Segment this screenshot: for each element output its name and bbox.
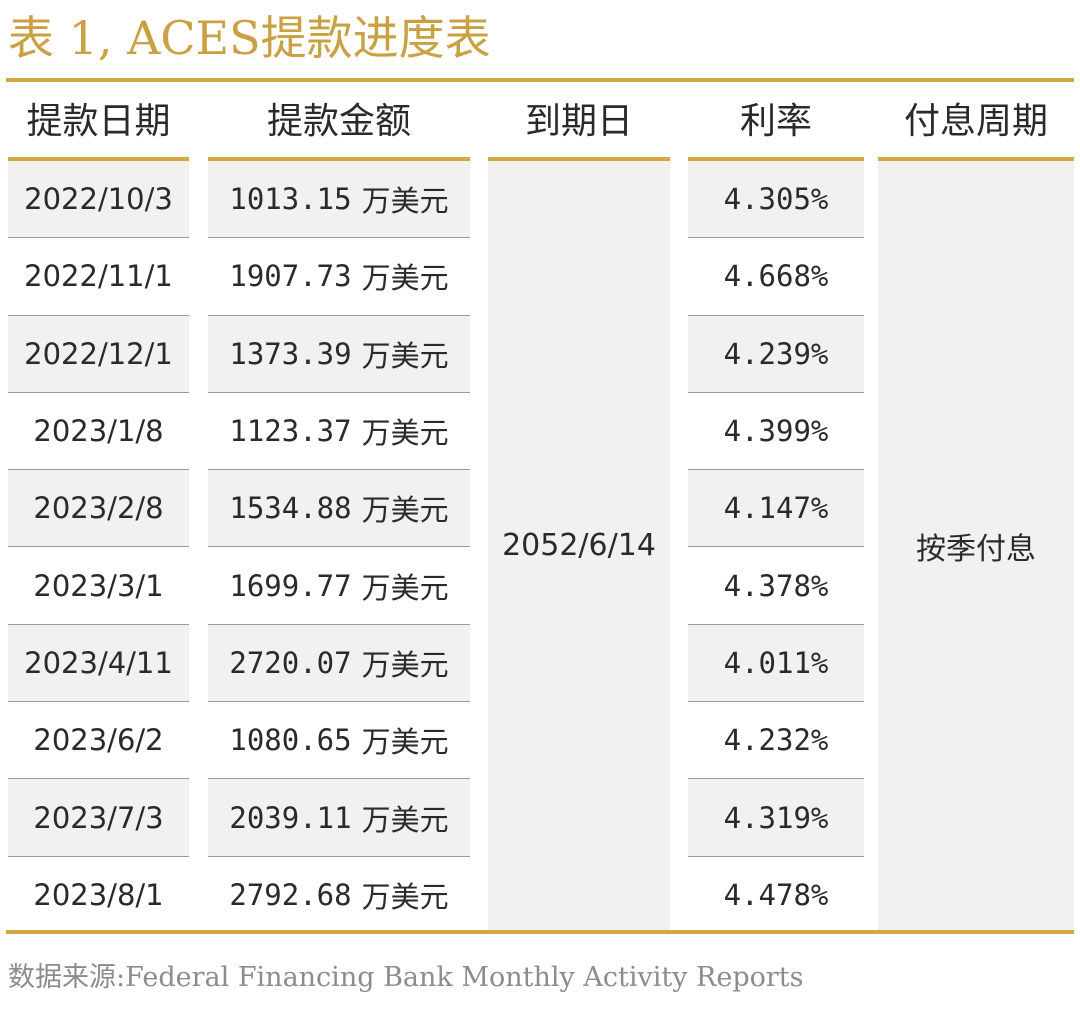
amount-cell: 2720.07 万美元: [208, 624, 470, 703]
amount-unit: 万美元: [361, 647, 449, 682]
date-cell: 2022/12/1: [8, 315, 189, 393]
date-column: 2022/10/3 2022/11/1 2022/12/1 2023/1/8 2…: [8, 161, 189, 934]
header-frequency: 付息周期: [903, 101, 1048, 142]
rate-cell: 4.399%: [688, 393, 864, 471]
amount-cell: 1123.37 万美元: [208, 393, 470, 471]
rate-cell: 4.239%: [688, 315, 864, 393]
amount-unit: 万美元: [361, 725, 449, 760]
date-cell: 2023/6/2: [8, 702, 189, 780]
amount-value: 1373.39: [229, 336, 352, 371]
amount-unit: 万美元: [361, 493, 449, 528]
amount-cell: 1534.88 万美元: [208, 470, 470, 548]
header-rate: 利率: [739, 101, 812, 142]
header-underline-rate: [688, 157, 864, 161]
rate-column: 4.305% 4.668% 4.239% 4.399% 4.147% 4.378…: [688, 161, 864, 934]
date-cell: 2023/2/8: [8, 470, 189, 548]
amount-cell: 1080.65 万美元: [208, 702, 470, 780]
amount-unit: 万美元: [361, 261, 449, 296]
header-maturity: 到期日: [524, 101, 633, 142]
source-note: 数据来源:Federal Financing Bank Monthly Acti…: [8, 962, 804, 993]
header-underline-amount: [208, 157, 470, 161]
date-cell: 2023/7/3: [8, 779, 189, 857]
date-cell: 2023/8/1: [33, 878, 164, 913]
amount-value: 1013.15: [229, 182, 352, 217]
amount-value: 2039.11: [229, 800, 352, 835]
header-underline-frequency: [878, 157, 1074, 161]
amount-cell: 1699.77 万美元: [208, 547, 470, 625]
amount-value: 1123.37: [229, 414, 352, 449]
amount-unit: 万美元: [361, 880, 449, 915]
amount-cell: 2039.11 万美元: [208, 779, 470, 857]
date-cell: 2022/10/3: [8, 161, 189, 239]
date-cell: 2023/3/1: [8, 547, 189, 625]
header-underline-maturity: [488, 157, 670, 161]
header-date: 提款日期: [26, 101, 171, 142]
rate-cell: 4.378%: [688, 547, 864, 625]
amount-unit: 万美元: [361, 802, 449, 837]
rate-cell: 4.319%: [688, 779, 864, 857]
top-rule: [6, 78, 1074, 82]
amount-unit: 万美元: [361, 416, 449, 451]
maturity-cell: 2052/6/14: [488, 161, 670, 930]
amount-value: 1907.73: [229, 259, 352, 294]
date-cell: 2023/1/8: [8, 393, 189, 471]
rate-cell: 4.668%: [688, 238, 864, 316]
header-amount: 提款金额: [266, 101, 411, 142]
bottom-rule: [6, 930, 1074, 934]
amount-unit: 万美元: [361, 570, 449, 605]
date-cell: 2022/11/1: [8, 238, 189, 316]
rate-cell: 4.011%: [688, 624, 864, 703]
amount-cell: 1013.15 万美元: [208, 161, 470, 239]
date-cell: 2023/4/11: [8, 624, 189, 703]
maturity-date: 2052/6/14: [502, 528, 656, 563]
rate-cell: 4.478%: [723, 878, 829, 913]
amount-value: 2792.68: [229, 878, 352, 913]
table-title: 表 1, ACES提款进度表: [8, 11, 491, 65]
amount-value: 1699.77: [229, 568, 352, 603]
amount-unit: 万美元: [361, 184, 449, 219]
frequency-cell: 按季付息: [878, 161, 1074, 930]
payment-frequency: 按季付息: [916, 531, 1036, 567]
rate-cell: 4.147%: [688, 470, 864, 548]
amount-value: 2720.07: [229, 645, 352, 680]
amount-value: 1080.65: [229, 723, 352, 758]
amount-cell: 1907.73 万美元: [208, 238, 470, 316]
amount-unit: 万美元: [361, 338, 449, 373]
amount-cell: 1373.39 万美元: [208, 315, 470, 393]
amount-value: 1534.88: [229, 491, 352, 526]
rate-cell: 4.232%: [688, 702, 864, 780]
amount-cell: 2792.68 万美元: [208, 857, 470, 934]
header-underline-date: [8, 157, 189, 161]
rate-cell: 4.305%: [688, 161, 864, 239]
amount-column: 1013.15 万美元 1907.73 万美元 1373.39 万美元 1123.37…: [208, 161, 470, 934]
